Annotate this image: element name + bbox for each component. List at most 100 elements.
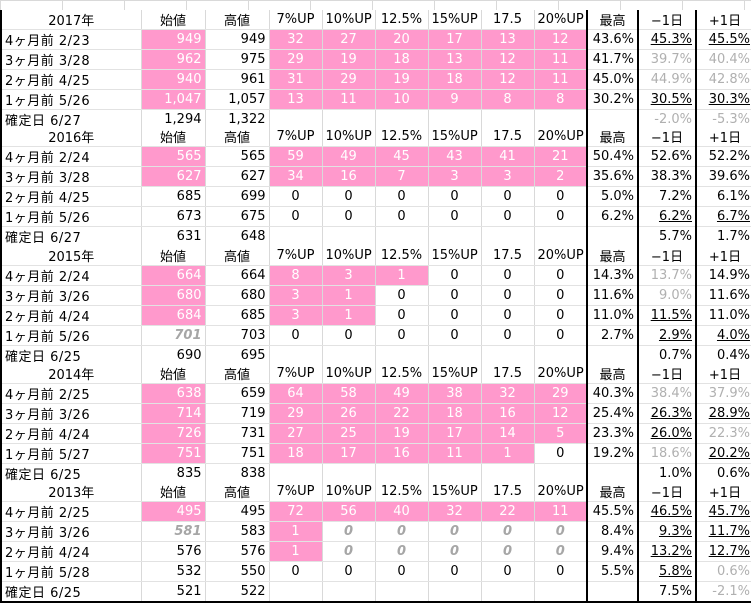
data-cell[interactable]: 0 — [533, 265, 587, 286]
row-label[interactable]: 1ヶ月前 5/26 — [0, 89, 141, 110]
data-cell[interactable]: 11.7% — [695, 521, 751, 542]
column-header[interactable]: 20%UP — [533, 246, 587, 266]
column-header[interactable]: +1日 — [695, 246, 751, 266]
data-cell[interactable]: 8 — [533, 89, 587, 110]
data-cell[interactable]: 0 — [480, 265, 534, 286]
row-label[interactable]: 4ヶ月前 2/25 — [0, 501, 141, 522]
data-cell[interactable]: 1.0% — [637, 463, 696, 485]
column-header[interactable]: 高値 — [204, 10, 269, 30]
data-cell[interactable]: 0 — [533, 521, 587, 542]
data-cell[interactable]: 0 — [480, 325, 534, 346]
column-header[interactable]: +1日 — [695, 10, 751, 30]
column-header[interactable]: 10%UP — [321, 482, 375, 502]
column-header[interactable]: 20%UP — [533, 364, 587, 384]
column-header[interactable]: +1日 — [695, 482, 751, 502]
data-cell[interactable] — [427, 581, 481, 603]
column-header[interactable]: −1日 — [637, 246, 696, 266]
data-cell[interactable]: 0 — [427, 561, 481, 582]
column-header[interactable]: 17.5 — [480, 482, 534, 502]
data-cell[interactable]: 962 — [140, 49, 205, 70]
row-label[interactable]: 4ヶ月前 2/23 — [0, 29, 141, 50]
row-label[interactable]: 確定日 6/25 — [0, 581, 141, 603]
data-cell[interactable]: 32 — [427, 501, 481, 522]
data-cell[interactable]: 0 — [480, 521, 534, 542]
data-cell[interactable]: 18 — [374, 49, 428, 70]
data-cell[interactable]: 27 — [268, 423, 322, 444]
data-cell[interactable] — [586, 581, 638, 603]
column-header[interactable]: 7%UP — [268, 482, 322, 502]
data-cell[interactable]: 9 — [427, 89, 481, 110]
data-cell[interactable] — [533, 581, 587, 603]
data-cell[interactable]: 0 — [480, 285, 534, 306]
data-cell[interactable]: 19 — [374, 423, 428, 444]
data-cell[interactable] — [533, 345, 587, 367]
data-cell[interactable]: 961 — [204, 69, 269, 90]
data-cell[interactable]: 0 — [374, 186, 428, 207]
data-cell[interactable]: 14 — [480, 423, 534, 444]
data-cell[interactable]: 41 — [480, 146, 534, 167]
data-cell[interactable]: 726 — [140, 423, 205, 444]
data-cell[interactable]: 5.0% — [586, 186, 638, 207]
row-label[interactable]: 4ヶ月前 2/24 — [0, 265, 141, 286]
data-cell[interactable]: 26 — [321, 403, 375, 424]
row-label[interactable]: 2ヶ月前 4/24 — [0, 423, 141, 444]
data-cell[interactable]: 0 — [321, 561, 375, 582]
data-cell[interactable]: 45.7% — [695, 501, 751, 522]
data-cell[interactable]: 49 — [374, 383, 428, 404]
data-cell[interactable]: 11 — [321, 89, 375, 110]
data-cell[interactable]: 975 — [204, 49, 269, 70]
data-cell[interactable]: 11.0% — [695, 305, 751, 326]
column-header[interactable]: 7%UP — [268, 246, 322, 266]
column-header[interactable]: 最高 — [586, 482, 638, 502]
data-cell[interactable]: 9.0% — [637, 285, 696, 306]
data-cell[interactable]: 0 — [480, 206, 534, 227]
row-label[interactable]: 1ヶ月前 5/26 — [0, 325, 141, 346]
data-cell[interactable] — [321, 345, 375, 367]
data-cell[interactable]: 12 — [533, 403, 587, 424]
data-cell[interactable]: 0 — [321, 325, 375, 346]
data-cell[interactable] — [268, 463, 322, 485]
data-cell[interactable]: 22 — [374, 403, 428, 424]
data-cell[interactable]: 5.5% — [586, 561, 638, 582]
data-cell[interactable]: 648 — [204, 226, 269, 248]
data-cell[interactable]: 0 — [480, 541, 534, 562]
data-cell[interactable]: 0 — [268, 561, 322, 582]
column-header[interactable]: 15%UP — [427, 10, 481, 30]
column-header[interactable]: +1日 — [695, 364, 751, 384]
data-cell[interactable]: 583 — [204, 521, 269, 542]
data-cell[interactable]: 680 — [140, 285, 205, 306]
data-cell[interactable]: 37.9% — [695, 383, 751, 404]
data-cell[interactable]: 2.7% — [586, 325, 638, 346]
data-cell[interactable] — [533, 226, 587, 248]
data-cell[interactable]: 0 — [533, 285, 587, 306]
data-cell[interactable]: 28.9% — [695, 403, 751, 424]
column-header[interactable]: 20%UP — [533, 482, 587, 502]
column-header[interactable]: 17.5 — [480, 127, 534, 147]
column-header[interactable]: 最高 — [586, 10, 638, 30]
data-cell[interactable] — [268, 226, 322, 248]
data-cell[interactable]: 680 — [204, 285, 269, 306]
data-cell[interactable]: 22.3% — [695, 423, 751, 444]
data-cell[interactable]: 0 — [427, 206, 481, 227]
data-cell[interactable] — [427, 226, 481, 248]
data-cell[interactable]: 14.9% — [695, 265, 751, 286]
column-header[interactable]: 始値 — [140, 482, 205, 502]
data-cell[interactable] — [480, 226, 534, 248]
data-cell[interactable]: -2.1% — [695, 581, 751, 603]
data-cell[interactable]: 11.6% — [586, 285, 638, 306]
data-cell[interactable]: 19.2% — [586, 443, 638, 464]
data-cell[interactable]: 0 — [374, 206, 428, 227]
data-cell[interactable]: 34 — [268, 166, 322, 187]
data-cell[interactable]: 3 — [427, 166, 481, 187]
data-cell[interactable]: 29 — [533, 383, 587, 404]
column-header[interactable]: 12.5% — [374, 10, 428, 30]
column-header[interactable]: 最高 — [586, 246, 638, 266]
column-header[interactable]: 10%UP — [321, 246, 375, 266]
data-cell[interactable]: 690 — [140, 345, 205, 367]
data-cell[interactable]: 659 — [204, 383, 269, 404]
data-cell[interactable]: 565 — [140, 146, 205, 167]
data-cell[interactable]: 1.7% — [695, 226, 751, 248]
data-cell[interactable]: 522 — [204, 581, 269, 603]
data-cell[interactable]: 699 — [204, 186, 269, 207]
data-cell[interactable] — [427, 345, 481, 367]
